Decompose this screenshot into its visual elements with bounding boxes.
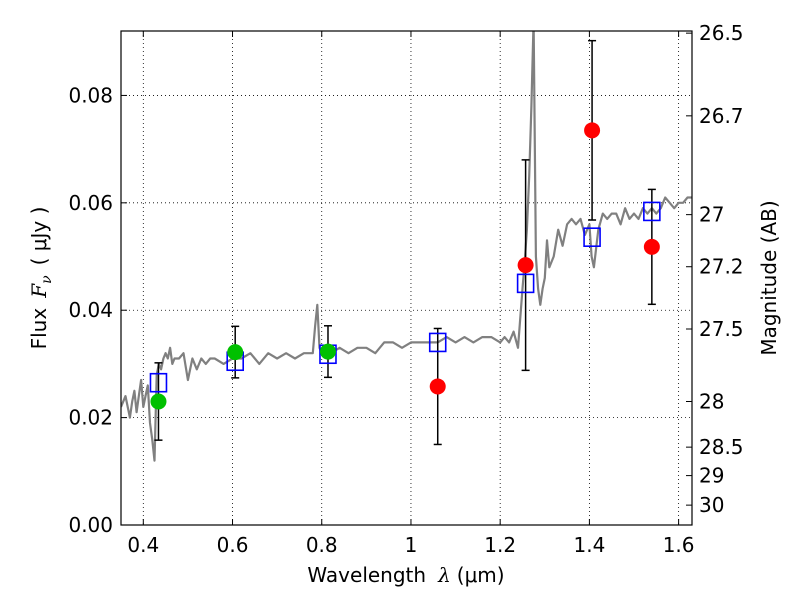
y2-tick-label: 26.7 — [699, 104, 744, 128]
model-photometry-square — [428, 332, 447, 353]
x-tick-label: 0.8 — [306, 533, 338, 557]
y2-tick-label: 26.5 — [699, 21, 744, 45]
x-tick-label: 1.2 — [484, 533, 516, 557]
data-point — [150, 393, 167, 410]
grid — [121, 31, 692, 526]
data-point — [227, 344, 244, 361]
model-photometry-square — [643, 201, 661, 222]
y2-axis-label: Magnitude (AB) — [757, 200, 781, 355]
x-tick-label: 1.6 — [663, 533, 695, 557]
x-tick-label: 1 — [405, 533, 418, 557]
y-axis: 0.00 0.02 0.04 0.06 0.08 — [68, 83, 127, 537]
spectrum-line — [121, 31, 692, 462]
data-point — [429, 378, 446, 395]
plot-area — [121, 31, 692, 462]
x-tick-label: 0.6 — [217, 533, 249, 557]
model-photometry-square — [149, 372, 168, 393]
y2-tick-label: 28.5 — [699, 435, 744, 459]
y-tick-label: 0.08 — [68, 83, 113, 107]
y2-tick-label: 27 — [699, 203, 724, 227]
y2-tick-label: 29 — [699, 464, 724, 488]
data-point — [584, 122, 601, 139]
data-point — [517, 257, 534, 274]
y-tick-label: 0.00 — [68, 513, 113, 537]
y-tick-label: 0.02 — [68, 406, 113, 430]
data-point — [319, 343, 336, 360]
y2-tick-label: 27.5 — [699, 317, 744, 341]
x-tick-label: 0.4 — [127, 533, 159, 557]
plot-frame — [120, 30, 693, 526]
data-point — [643, 238, 660, 255]
model-photometry-square — [583, 227, 601, 247]
y2-tick-label: 28 — [699, 390, 724, 414]
x-axis: 0.4 0.6 0.8 1 1.2 1.4 1.6 — [127, 31, 695, 557]
y-axis-label: FluxFν( μJy ) — [27, 207, 55, 350]
y-tick-label: 0.06 — [68, 191, 113, 215]
y2-tick-label: 27.2 — [699, 255, 744, 279]
model-photometry-square — [516, 273, 535, 294]
x-axis-label: Wavelength λ (μm) — [307, 563, 504, 587]
y2-axis: 26.5 26.7 27 27.2 27.5 28 28.5 29 30 — [686, 21, 744, 517]
y2-tick-label: 30 — [699, 493, 724, 517]
x-tick-label: 1.4 — [573, 533, 605, 557]
y-tick-label: 0.04 — [68, 298, 113, 322]
